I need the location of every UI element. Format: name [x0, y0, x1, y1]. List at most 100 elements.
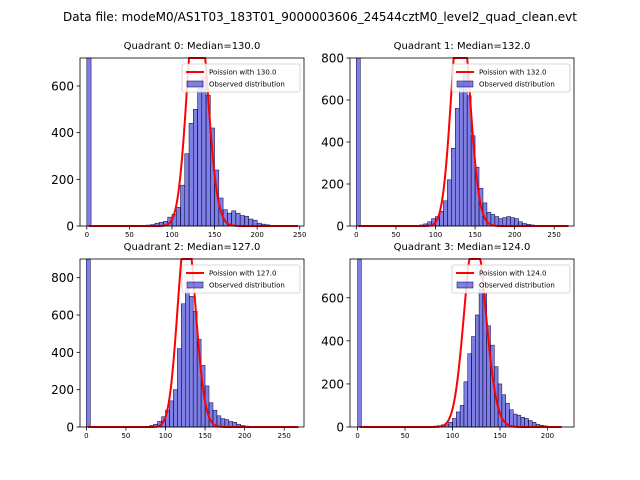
panel-title: Quadrant 3: Median=124.0: [394, 242, 531, 253]
histogram-bar: [177, 348, 182, 428]
x-tick-label: 0: [355, 432, 359, 440]
quadrant-3-panel: Quadrant 3: Median=124.0 0 50 100 150 200 0 200…: [321, 242, 575, 440]
histogram-bar: [455, 108, 460, 227]
legend-fit-label: Poission with 130.0: [209, 69, 277, 77]
y-tick-label: 600: [51, 309, 74, 323]
legend-observed-swatch: [186, 281, 204, 289]
legend-observed-label: Observed distribution: [209, 81, 285, 89]
y-tick-label: 0: [66, 220, 74, 234]
histogram-bar: [516, 414, 522, 428]
y-tick-label: 400: [51, 346, 74, 360]
histogram-bar: [520, 417, 525, 428]
legend-observed-swatch: [456, 80, 474, 88]
histogram-bar: [181, 303, 186, 428]
histogram-bar: [224, 419, 230, 428]
legend-observed-label: Observed distribution: [479, 81, 555, 89]
x-tick-label: 150: [493, 432, 506, 440]
legend-box: [451, 63, 571, 93]
x-tick-label: 50: [391, 231, 400, 239]
x-tick-label: 50: [121, 432, 130, 440]
x-tick-label: 100: [165, 231, 178, 239]
x-tick-label: 250: [548, 231, 561, 239]
panel-title: Quadrant 1: Median=132.0: [394, 41, 531, 52]
x-tick-label: 0: [84, 432, 88, 440]
y-tick-label: 0: [336, 220, 344, 234]
legend-fit-label: Poission with 132.0: [479, 69, 547, 77]
histogram-bar: [451, 148, 456, 227]
histogram-bar: [184, 153, 190, 227]
histogram-bar: [173, 389, 178, 428]
x-tick-label: 150: [468, 231, 481, 239]
histogram-bar: [169, 400, 174, 428]
x-tick-label: 0: [354, 231, 358, 239]
y-tick-label: 400: [51, 126, 74, 140]
x-tick-label: 150: [198, 432, 211, 440]
histogram-bar: [175, 207, 181, 227]
histogram-bar: [244, 215, 249, 227]
legend-observed-label: Observed distribution: [479, 282, 555, 290]
y-tick-label: 600: [51, 80, 74, 94]
histogram-bar: [201, 76, 207, 227]
histogram-bar: [459, 405, 465, 428]
y-tick-label: 0: [336, 421, 344, 435]
histogram-bar: [356, 57, 361, 227]
histogram-bar: [180, 184, 186, 227]
histogram-bar: [239, 215, 245, 227]
x-tick-label: 100: [429, 231, 442, 239]
axes-frame: [79, 258, 305, 428]
y-tick-label: 200: [51, 173, 74, 187]
x-tick-label: 200: [250, 231, 263, 239]
y-tick-label: 600: [321, 291, 344, 305]
histogram-bar: [188, 296, 194, 428]
quadrant-2-panel: Quadrant 2: Median=127.0 0 50 100 150 200 250 0…: [51, 242, 305, 440]
histogram-bar: [447, 179, 452, 227]
y-tick-label: 800: [321, 52, 344, 66]
quadrant-0-panel: Quadrant 0: Median=130.0 0 50 100 150 200 250 0…: [51, 41, 306, 239]
x-tick-label: 0: [85, 231, 89, 239]
panel-title: Quadrant 0: Median=130.0: [124, 41, 261, 52]
x-tick-label: 100: [446, 432, 459, 440]
legend-observed-swatch: [186, 80, 204, 88]
histogram-bar: [513, 413, 518, 428]
histogram-bar: [478, 288, 484, 428]
x-tick-label: 250: [278, 432, 291, 440]
y-tick-label: 200: [321, 377, 344, 391]
histogram-bar: [448, 422, 453, 428]
legend-box: [181, 63, 301, 93]
histogram-bar: [231, 210, 237, 227]
histogram-bar: [86, 258, 91, 428]
histogram-bar: [357, 258, 362, 428]
histogram-bar: [197, 88, 203, 227]
histogram-bar: [510, 217, 515, 227]
y-tick-label: 400: [321, 136, 344, 150]
histogram-bar: [185, 288, 190, 428]
histogram-bar: [193, 109, 198, 227]
histogram-bar: [456, 411, 461, 428]
x-tick-label: 150: [208, 231, 221, 239]
panel-title: Quadrant 2: Median=127.0: [124, 242, 261, 253]
histogram-bar: [235, 212, 241, 227]
histogram-bar: [471, 336, 476, 428]
histogram-bar: [463, 381, 468, 428]
quadrant-1-panel: Quadrant 1: Median=132.0 0 50 100 150 200 250 0…: [321, 41, 575, 239]
histogram-bar: [509, 409, 514, 428]
y-tick-label: 800: [51, 271, 74, 285]
axes-frame: [349, 258, 575, 428]
x-tick-label: 200: [238, 432, 251, 440]
histogram-bar: [452, 418, 457, 428]
x-tick-label: 50: [401, 432, 410, 440]
histogram-bar: [188, 123, 194, 227]
x-tick-label: 100: [159, 432, 172, 440]
histogram-bar: [475, 314, 480, 428]
figure-title: Data file: modeM0/AS1T03_183T01_90000036…: [63, 10, 577, 24]
legend-fit-label: Poission with 127.0: [209, 270, 277, 278]
histogram-bar: [494, 216, 500, 227]
histogram-bar: [502, 217, 507, 227]
histogram-bar: [524, 418, 529, 428]
y-tick-label: 200: [51, 383, 74, 397]
histogram-bar: [220, 418, 226, 428]
legend-observed-swatch: [456, 281, 474, 289]
legend-fit-label: Poission with 124.0: [479, 270, 547, 278]
histogram-bar: [514, 218, 519, 227]
y-tick-label: 0: [66, 421, 74, 435]
